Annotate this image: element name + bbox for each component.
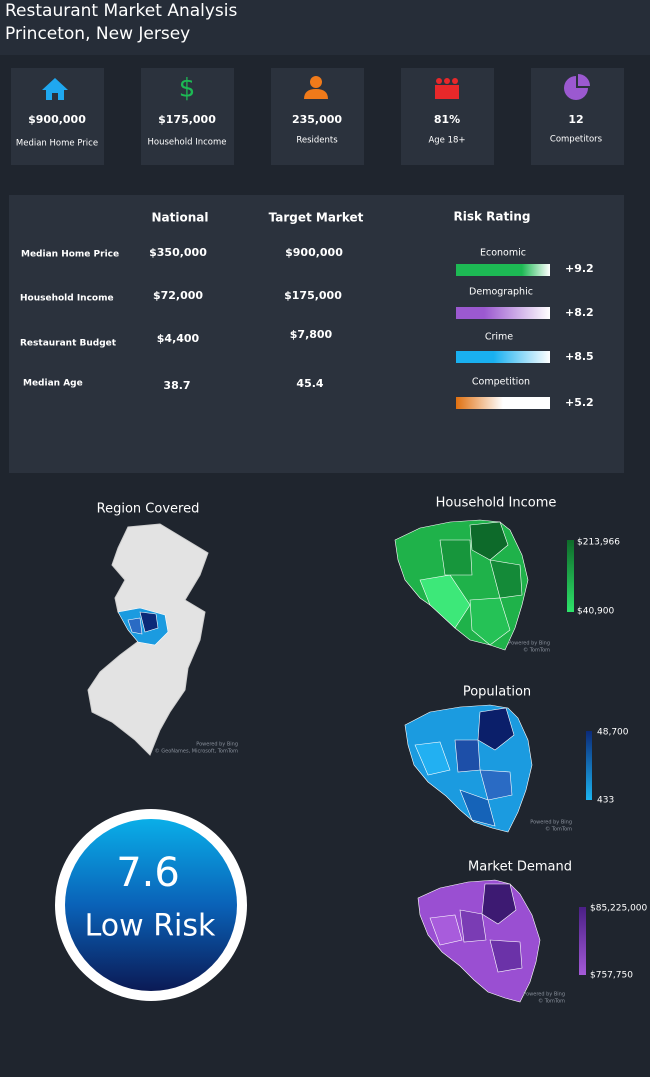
risk-label: Crime <box>485 332 513 343</box>
population-map <box>404 704 533 833</box>
risk-label: Competition <box>472 377 530 388</box>
attribution: © TomTom <box>538 998 565 1005</box>
legend-min: $40,900 <box>577 607 614 617</box>
legend-scale <box>586 731 592 800</box>
header-bar <box>0 0 650 55</box>
kpi-value: $900,000 <box>28 113 86 126</box>
people-icon <box>435 78 459 99</box>
target-value: 45.4 <box>296 377 323 390</box>
national-value: $350,000 <box>149 246 207 259</box>
attribution: Powered by Bing <box>508 641 550 647</box>
risk-bar <box>456 307 550 319</box>
covered-region <box>117 607 169 646</box>
risk-bar <box>456 264 550 276</box>
attribution: © TomTom <box>523 647 550 654</box>
attribution: © GeoNames, Microsoft, TomTom <box>155 748 238 755</box>
kpi-label: Household Income <box>148 138 227 148</box>
column-header: Target Market <box>269 211 364 225</box>
kpi-label: Residents <box>296 136 338 146</box>
risk-label: Economic <box>480 248 526 259</box>
map-title: Household Income <box>436 496 557 511</box>
risk-score: +8.2 <box>565 306 594 319</box>
dollar-icon: $ <box>179 74 196 104</box>
row-label: Household Income <box>20 294 114 304</box>
risk-label: Demographic <box>469 287 533 298</box>
risk-bar <box>456 397 550 409</box>
column-header: National <box>152 211 209 225</box>
map-title: Population <box>463 685 531 700</box>
comparison-panel <box>9 195 624 473</box>
target-value: $175,000 <box>284 289 342 302</box>
national-value: $4,400 <box>157 332 200 345</box>
score-value: 7.6 <box>116 850 180 896</box>
kpi-label: Median Home Price <box>16 139 98 149</box>
attribution: © TomTom <box>545 826 572 833</box>
risk-score: +9.2 <box>565 262 594 275</box>
attribution: Powered by Bing <box>523 992 565 998</box>
map-title: Region Covered <box>97 502 200 517</box>
legend-max: $85,225,000 <box>590 904 648 914</box>
kpi-label: Age 18+ <box>428 136 465 146</box>
legend-min: $757,750 <box>590 971 633 981</box>
national-value: $72,000 <box>153 289 203 302</box>
row-label: Restaurant Budget <box>20 339 117 349</box>
risk-title: Risk Rating <box>454 210 531 224</box>
legend-max: 48,700 <box>597 728 629 738</box>
kpi-value: 235,000 <box>292 113 342 126</box>
score-label: Low Risk <box>85 909 216 944</box>
subtitle: Princeton, New Jersey <box>5 24 190 44</box>
legend-min: 433 <box>597 796 614 806</box>
row-label: Median Age <box>23 379 83 389</box>
kpi-card <box>141 68 234 165</box>
map-title: Market Demand <box>468 860 572 875</box>
income-map <box>394 519 529 651</box>
demand-map <box>417 879 541 1003</box>
pie-icon <box>564 74 590 100</box>
person-icon <box>304 76 328 99</box>
risk-bar <box>456 351 550 363</box>
risk-score: +8.5 <box>565 350 594 363</box>
kpi-value: 12 <box>568 113 583 126</box>
kpi-card <box>531 68 624 165</box>
kpi-label: Competitors <box>550 135 603 145</box>
legend-scale <box>579 907 586 975</box>
title: Restaurant Market Analysis <box>5 1 237 21</box>
score-badge <box>65 819 237 991</box>
risk-score: +5.2 <box>565 396 594 409</box>
house-icon <box>42 78 68 100</box>
row-label: Median Home Price <box>21 250 119 260</box>
legend-scale <box>567 540 574 612</box>
target-value: $7,800 <box>290 328 333 341</box>
target-value: $900,000 <box>285 246 343 259</box>
kpi-value: $175,000 <box>158 113 216 126</box>
attribution: Powered by Bing <box>196 742 238 748</box>
national-value: 38.7 <box>163 379 190 392</box>
kpi-card <box>401 68 494 165</box>
kpi-value: 81% <box>434 113 460 126</box>
attribution: Powered by Bing <box>530 820 572 826</box>
legend-max: $213,966 <box>577 538 620 548</box>
